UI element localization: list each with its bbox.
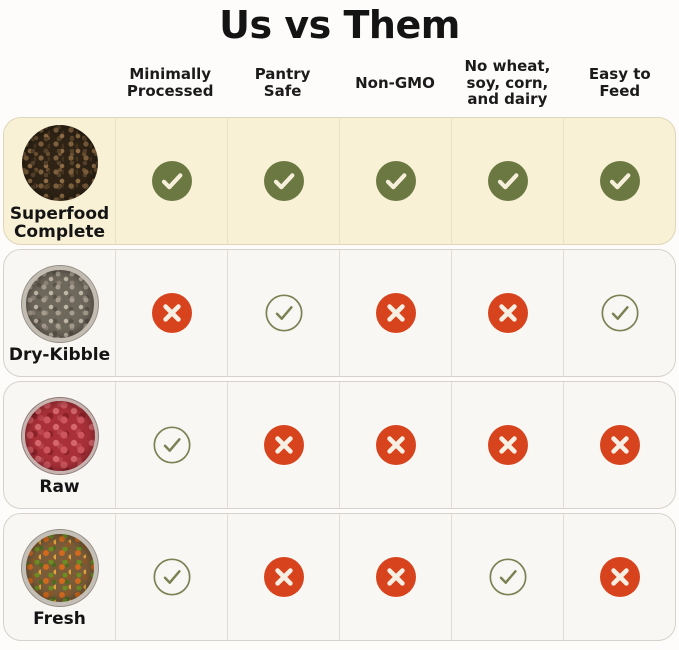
cell-raw-pantry-safe [227, 382, 339, 508]
cross-icon [599, 557, 640, 597]
cell-dry-kibble-non-gmo [339, 250, 451, 376]
cross-icon [375, 425, 416, 465]
row-card-dry-kibble: Dry-Kibble [3, 249, 676, 377]
cross-icon [151, 293, 192, 333]
cell-raw-no-wheat-soy-corn-and-dairy [451, 382, 563, 508]
cross-icon [263, 425, 304, 465]
product-cell: Raw [4, 382, 115, 508]
page-title: Us vs Them [219, 3, 460, 47]
column-header-non-gmo: Non-GMO [355, 73, 435, 92]
product-label: Raw [39, 476, 80, 497]
product-label: Dry-Kibble [8, 344, 111, 365]
cell-superfood-complete-easy-to-feed [563, 118, 675, 244]
product-label: Superfood Complete [9, 203, 110, 242]
header-row: Minimally Processed Pantry Safe Non-GMO No wh… [3, 54, 676, 112]
cell-fresh-easy-to-feed [563, 514, 675, 640]
cell-superfood-complete-minimally-processed [115, 118, 227, 244]
row-card-fresh: Fresh [3, 513, 676, 641]
cell-fresh-non-gmo [339, 514, 451, 640]
cell-raw-non-gmo [339, 382, 451, 508]
product-cell: Dry-Kibble [4, 250, 115, 376]
cross-icon [487, 425, 528, 465]
cross-icon [263, 557, 304, 597]
cell-dry-kibble-easy-to-feed [563, 250, 675, 376]
comparison-table-body: Superfood Complete Dry-Kibble Raw Fresh [0, 117, 679, 641]
row-card-raw: Raw [3, 381, 676, 509]
cell-raw-easy-to-feed [563, 382, 675, 508]
cell-superfood-complete-pantry-safe [227, 118, 339, 244]
cell-dry-kibble-no-wheat-soy-corn-and-dairy [451, 250, 563, 376]
dry-kibble-image [21, 265, 98, 342]
fresh-image [21, 529, 98, 606]
superfood-complete-image [21, 124, 98, 201]
cross-icon [487, 293, 528, 333]
column-header-pantry-safe: Pantry Safe [254, 65, 311, 100]
raw-image [21, 397, 98, 474]
column-header-minimally-processed: Minimally Processed [126, 65, 214, 100]
column-header-no-wheat-soy-corn-and-dairy: No wheat, soy, corn, and dairy [464, 56, 551, 109]
cell-fresh-pantry-safe [227, 514, 339, 640]
row-card-superfood-complete: Superfood Complete [3, 117, 676, 245]
check-filled-icon [599, 161, 640, 201]
check-outline-icon [488, 558, 527, 596]
check-outline-icon [152, 426, 191, 464]
cross-icon [375, 293, 416, 333]
check-filled-icon [375, 161, 416, 201]
cell-dry-kibble-pantry-safe [227, 250, 339, 376]
cell-superfood-complete-no-wheat-soy-corn-and-dairy [451, 118, 563, 244]
cell-superfood-complete-non-gmo [339, 118, 451, 244]
product-cell: Fresh [4, 514, 115, 640]
column-header-easy-to-feed: Easy to Feed [588, 65, 651, 100]
product-label: Fresh [33, 608, 86, 629]
check-filled-icon [487, 161, 528, 201]
cross-icon [375, 557, 416, 597]
cell-raw-minimally-processed [115, 382, 227, 508]
product-cell: Superfood Complete [4, 118, 115, 244]
check-filled-icon [263, 161, 304, 201]
check-outline-icon [264, 294, 303, 332]
check-filled-icon [151, 161, 192, 201]
cell-fresh-minimally-processed [115, 514, 227, 640]
check-outline-icon [600, 294, 639, 332]
cell-dry-kibble-minimally-processed [115, 250, 227, 376]
cross-icon [599, 425, 640, 465]
check-outline-icon [152, 558, 191, 596]
cell-fresh-no-wheat-soy-corn-and-dairy [451, 514, 563, 640]
